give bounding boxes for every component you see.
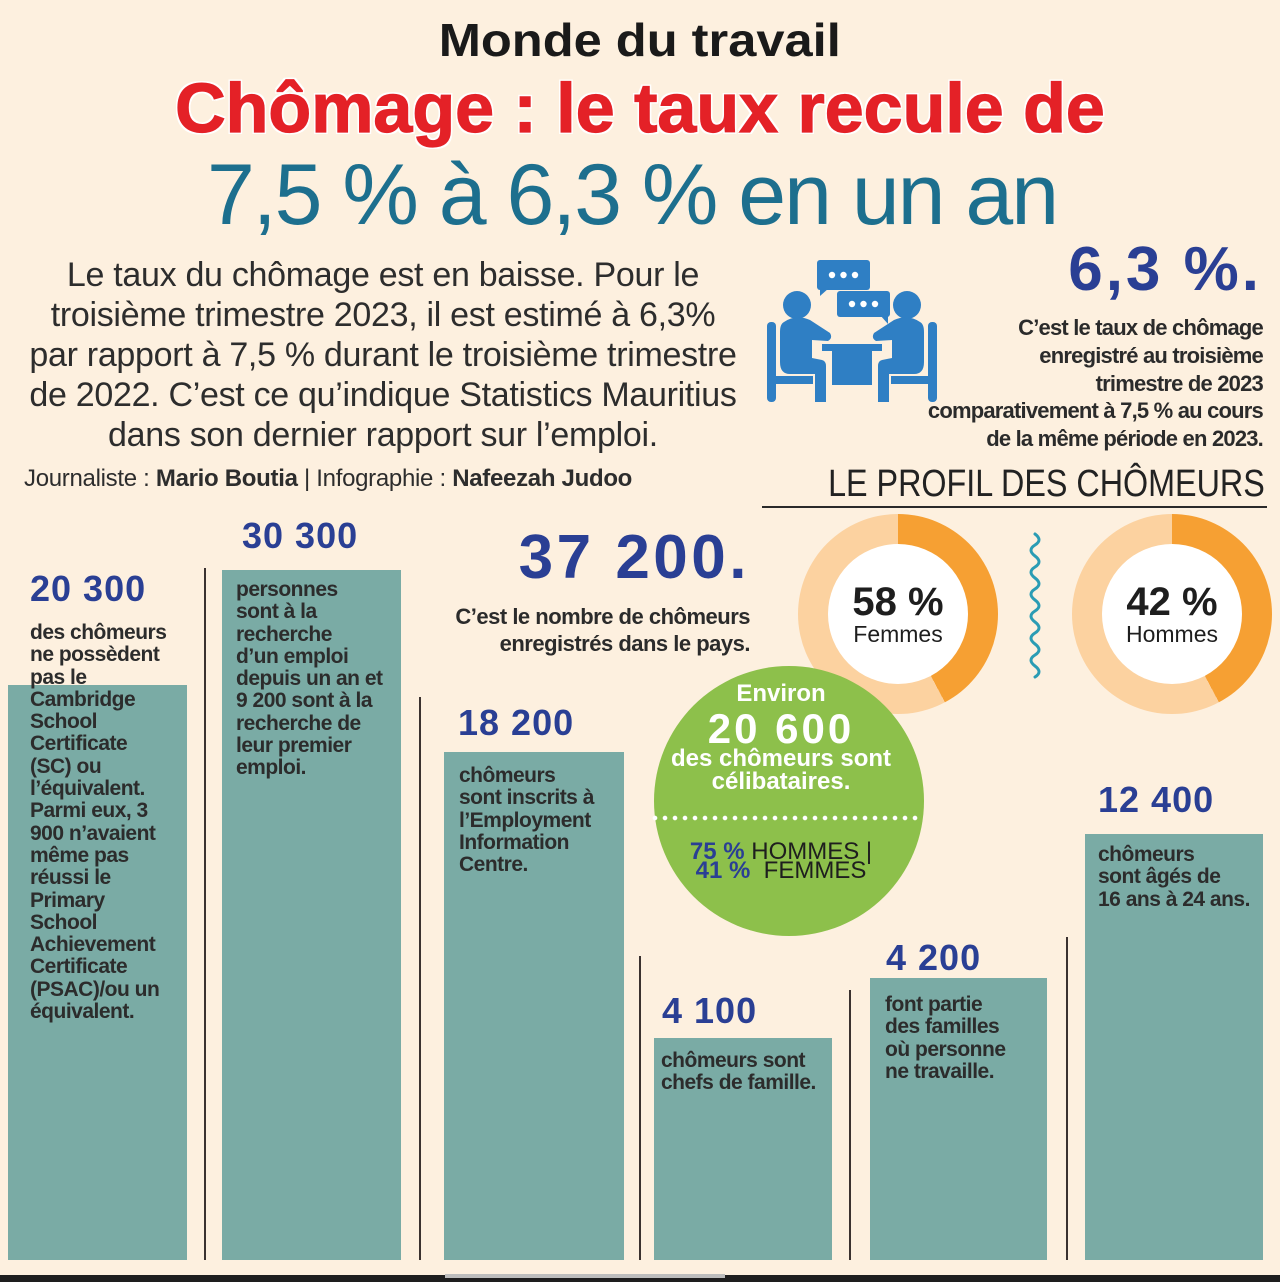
meeting-icon bbox=[767, 260, 937, 402]
singles-men-label: HOMMES | bbox=[744, 838, 873, 865]
singles-prefix: Environ bbox=[736, 680, 826, 707]
rate-description: C’est le taux de chômage enregistré au t… bbox=[927, 315, 1264, 452]
bar-2-description: personnes sont à la recherche d’un emplo… bbox=[236, 578, 383, 780]
singles-women-label: FEMMES bbox=[750, 857, 867, 884]
profile-divider bbox=[762, 506, 1267, 508]
singles-women-split: 41 % FEMMES bbox=[640, 859, 922, 883]
bottom-edge-highlight bbox=[445, 1274, 725, 1278]
bar-4-value: 4 100 bbox=[662, 990, 758, 1031]
donut-women-center: 58 % Femmes bbox=[828, 544, 968, 684]
bar-4 bbox=[654, 1038, 832, 1260]
wavy-divider-icon bbox=[1029, 532, 1041, 679]
bar-3-value: 18 200 bbox=[458, 702, 575, 743]
bar-6-value: 12 400 bbox=[1098, 779, 1215, 820]
graphics-label: Infographie : bbox=[316, 465, 453, 492]
column-divider bbox=[204, 568, 206, 1260]
bar-2-value: 30 300 bbox=[242, 515, 359, 556]
bar-1-description: des chômeurs ne possèdent pas le Cambrid… bbox=[30, 621, 167, 1024]
bar-5-value: 4 200 bbox=[886, 937, 982, 978]
journalist-name: Mario Boutia bbox=[155, 465, 298, 492]
bar-5-description: font partie des familles où personne ne … bbox=[885, 993, 1006, 1083]
men-percent: 42 % bbox=[1126, 579, 1218, 624]
column-divider bbox=[419, 697, 421, 1260]
bar-2 bbox=[222, 570, 401, 1260]
singles-description: des chômeurs sont célibataires. bbox=[670, 745, 892, 795]
women-label: Femmes bbox=[853, 620, 943, 647]
total-unemployed-value: 37 200. bbox=[518, 523, 750, 592]
bar-3 bbox=[444, 752, 624, 1260]
column-divider bbox=[639, 956, 641, 1260]
singles-men-split: 75 % HOMMES | bbox=[640, 840, 922, 864]
journalist-label: Journaliste : bbox=[24, 465, 156, 492]
subtitle: 7,5 % à 6,3 % en un an bbox=[206, 147, 1059, 243]
bar-1-value: 20 300 bbox=[30, 568, 147, 609]
bar-3-description: chômeurs sont inscrits à l’Employment In… bbox=[459, 764, 594, 877]
byline: Journaliste : Mario Boutia | Infographie… bbox=[24, 467, 632, 491]
column-divider bbox=[1066, 937, 1068, 1260]
total-unemployed-description: C’est le nombre de chômeurs enregistrés … bbox=[455, 604, 750, 656]
column-divider bbox=[849, 990, 851, 1260]
main-title: Chômage : le taux recule de bbox=[175, 69, 1106, 147]
bottom-edge bbox=[0, 1275, 1280, 1282]
kicker-text: Monde du travail bbox=[438, 14, 842, 66]
dotted-separator bbox=[650, 815, 918, 821]
intro-paragraph: Le taux du chômage est en baisse. Pour l… bbox=[29, 256, 737, 454]
singles-women-percent: 41 % bbox=[695, 857, 751, 884]
bar-6 bbox=[1085, 834, 1263, 1260]
bar-6-description: chômeurs sont âgés de 16 ans à 24 ans. bbox=[1098, 843, 1250, 911]
donut-men-center: 42 % Hommes bbox=[1102, 544, 1242, 684]
women-percent: 58 % bbox=[852, 579, 944, 624]
bar-4-description: chômeurs sont chefs de famille. bbox=[661, 1049, 816, 1095]
bar-5 bbox=[870, 978, 1047, 1260]
bar-1 bbox=[8, 685, 187, 1260]
graphics-name: Nafeezah Judoo bbox=[452, 465, 633, 492]
singles-circle bbox=[654, 666, 924, 936]
men-label: Hommes bbox=[1125, 620, 1218, 647]
byline-separator: | bbox=[297, 465, 317, 492]
profile-heading: LE PROFIL DES CHÔMEURS bbox=[828, 463, 1265, 505]
kicker-heading: Monde du travail bbox=[0, 17, 1280, 63]
donut-men: 42 % Hommes bbox=[1072, 514, 1272, 714]
singles-value: 20 600 bbox=[707, 705, 855, 752]
singles-men-percent: 75 % bbox=[689, 838, 745, 865]
rate-value: 6,3 %. bbox=[1068, 235, 1262, 304]
